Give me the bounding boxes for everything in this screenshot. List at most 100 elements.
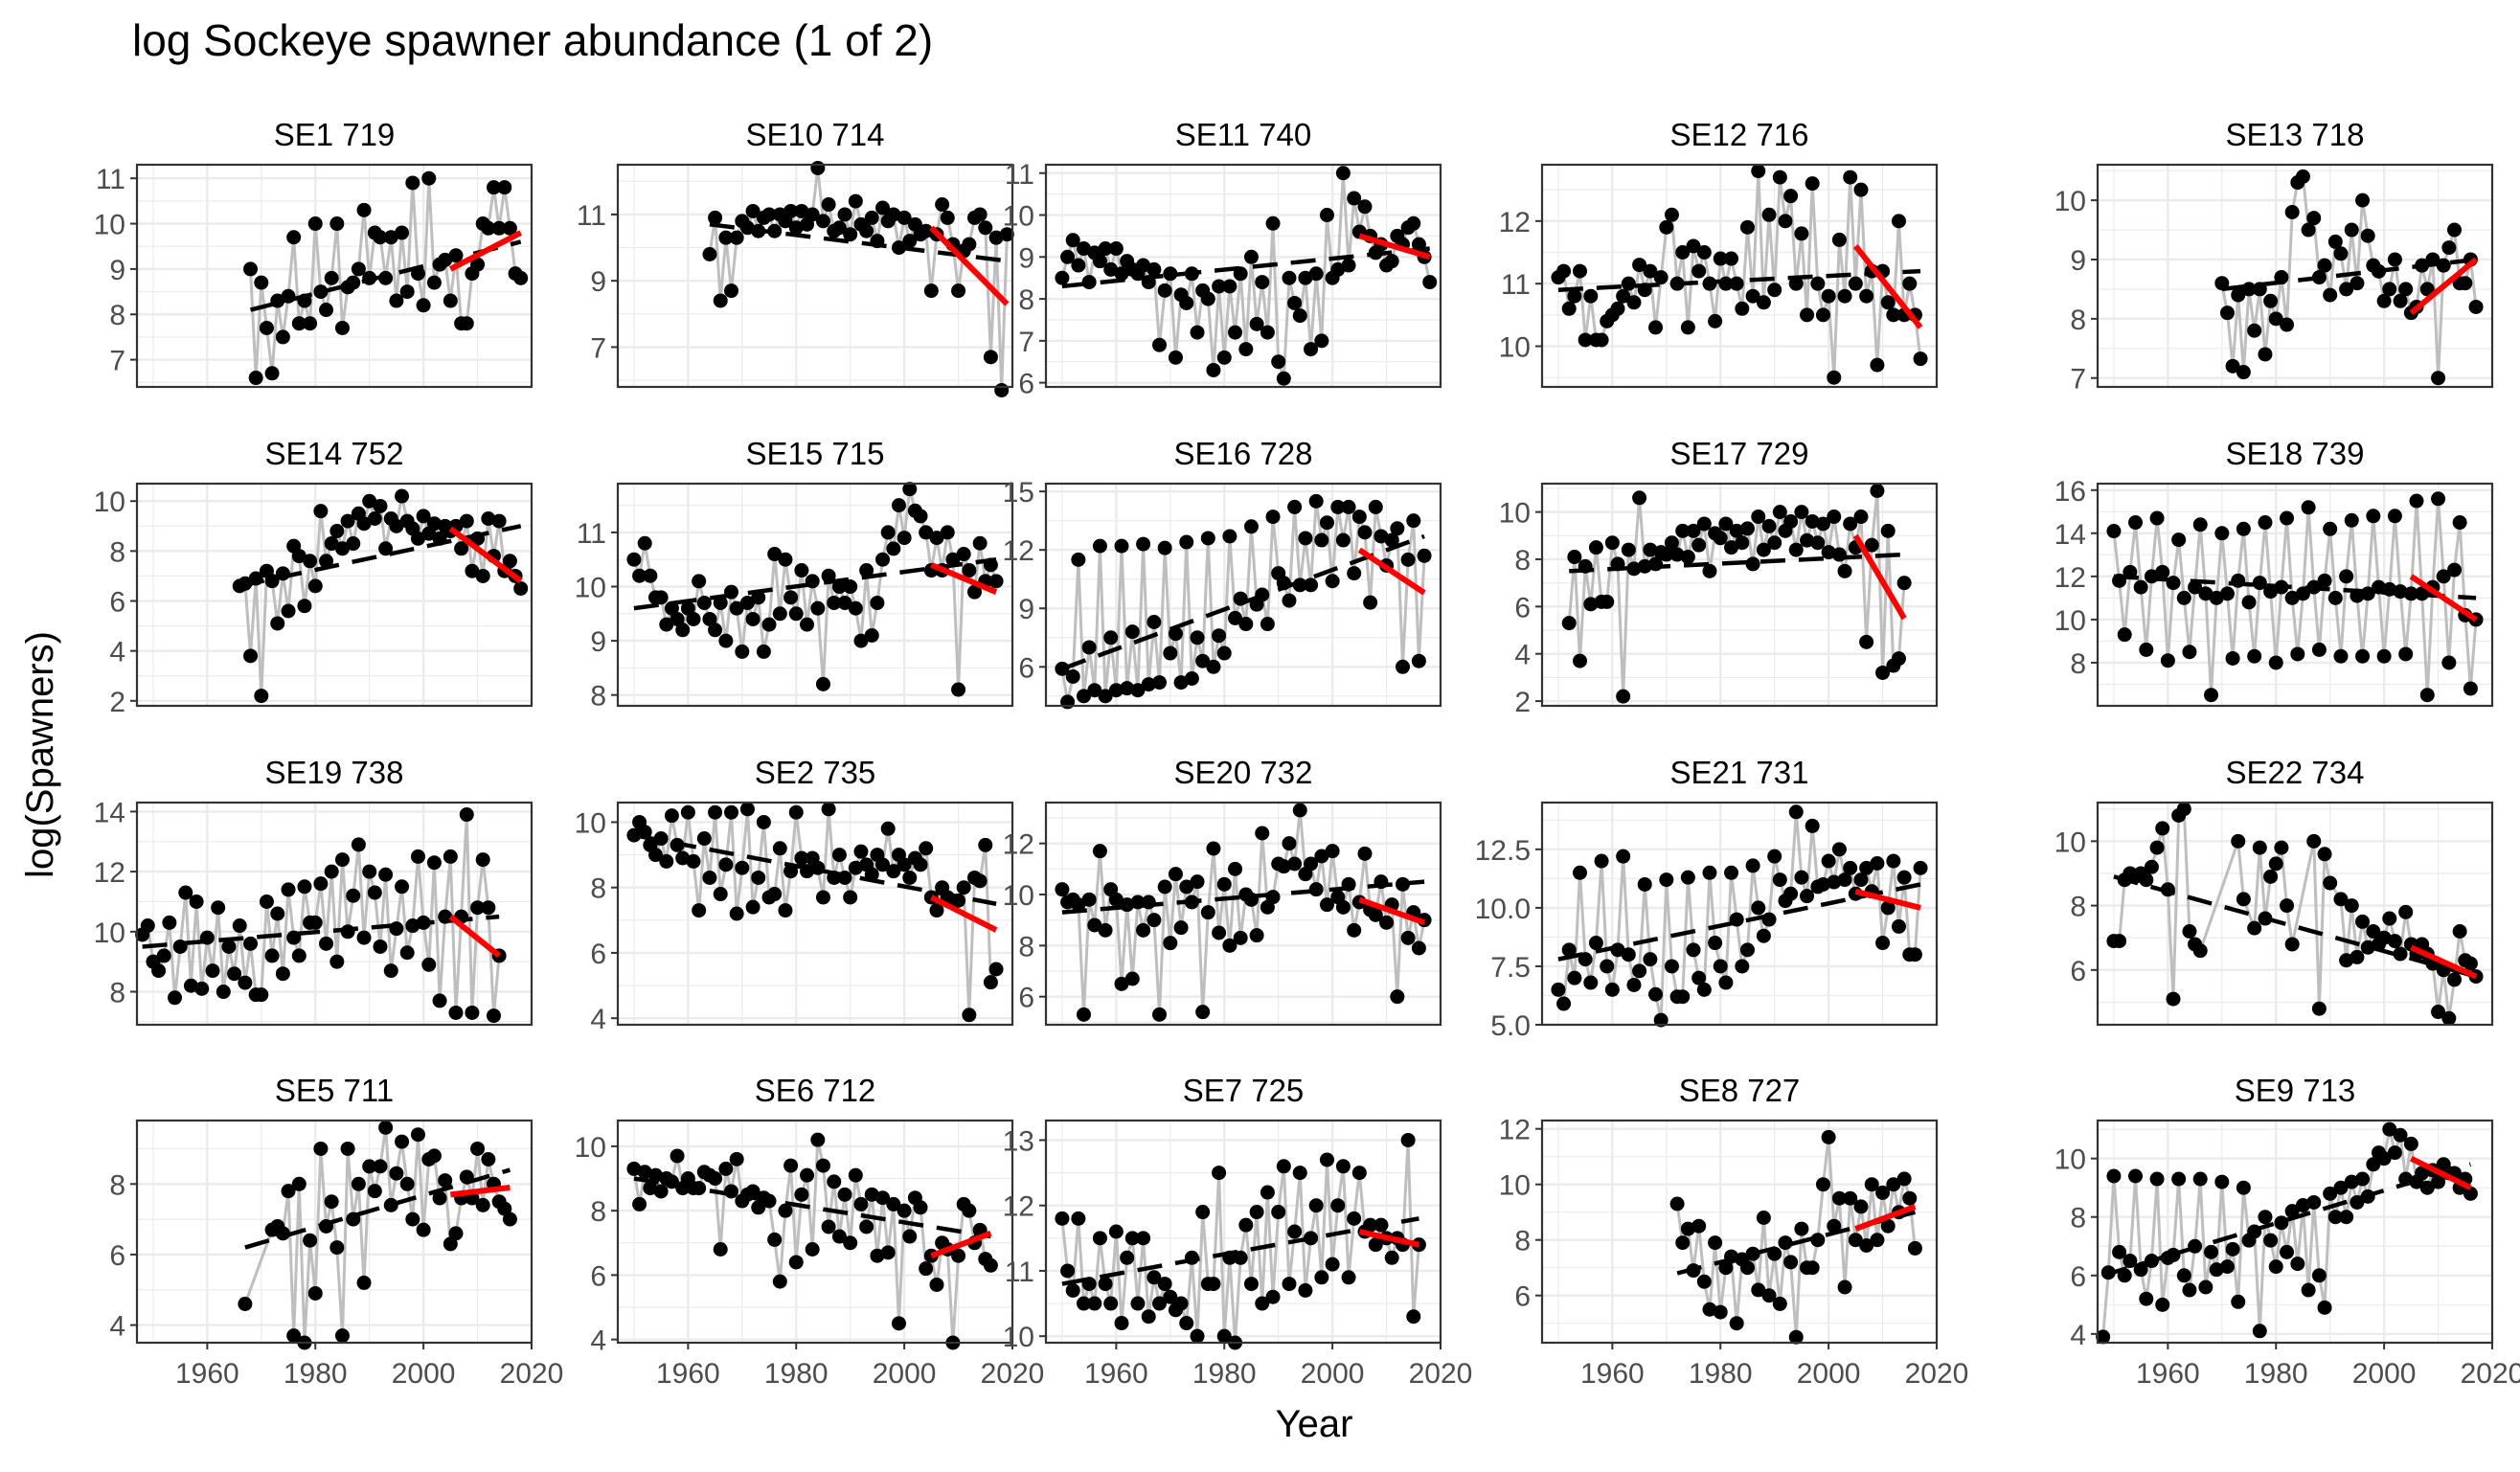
data-point bbox=[2192, 943, 2208, 959]
data-point bbox=[831, 848, 847, 863]
data-point bbox=[481, 510, 496, 526]
data-point bbox=[724, 283, 739, 299]
data-point bbox=[2468, 299, 2484, 314]
data-point bbox=[243, 648, 259, 664]
data-point bbox=[334, 541, 350, 556]
data-point bbox=[399, 1176, 415, 1191]
data-point bbox=[1669, 1196, 1685, 1212]
data-point bbox=[729, 906, 744, 921]
data-point bbox=[1561, 301, 1577, 316]
data-point bbox=[756, 814, 771, 829]
facet-panels: SE1 719 7 8 9 10 11 SE10 714 7 9 11 SE11 740 6 7 8 9 10… bbox=[94, 117, 2520, 1390]
facet-panel: SE8 727 6 8 10 12 1960 1980 2000 2020 bbox=[1499, 1073, 1969, 1390]
y-tick-label: 8 bbox=[109, 1169, 125, 1201]
data-point bbox=[2214, 1174, 2230, 1189]
data-point bbox=[1561, 616, 1577, 631]
data-point bbox=[2231, 833, 2246, 849]
data-point bbox=[1815, 307, 1830, 323]
y-tick-label: 10.0 bbox=[1475, 894, 1531, 925]
data-point bbox=[1621, 947, 1636, 962]
data-point bbox=[2241, 595, 2257, 610]
data-point bbox=[475, 852, 490, 868]
data-point bbox=[821, 802, 836, 817]
data-point bbox=[426, 516, 442, 532]
long-term-trend-line bbox=[1061, 533, 1425, 671]
data-point bbox=[1859, 634, 1874, 649]
data-point bbox=[886, 207, 901, 222]
data-point bbox=[1179, 295, 1194, 310]
data-point bbox=[827, 595, 842, 610]
data-point bbox=[281, 603, 296, 619]
data-point bbox=[848, 1167, 863, 1183]
data-point bbox=[2280, 1244, 2295, 1259]
data-point bbox=[307, 216, 323, 232]
data-point bbox=[680, 804, 695, 820]
data-point bbox=[972, 535, 988, 551]
data-point bbox=[739, 595, 755, 610]
data-point bbox=[1680, 1221, 1695, 1236]
data-point bbox=[724, 804, 739, 820]
facet-panel: SE11 740 6 7 8 9 10 11 bbox=[1003, 117, 1442, 400]
data-point bbox=[2333, 892, 2349, 907]
data-point bbox=[475, 568, 490, 583]
data-point bbox=[373, 230, 388, 245]
data-point bbox=[1200, 291, 1215, 306]
data-point bbox=[2398, 282, 2414, 297]
long-term-trend-line bbox=[1569, 552, 1905, 574]
data-point bbox=[383, 963, 398, 979]
data-point bbox=[438, 1173, 453, 1189]
data-point bbox=[897, 1203, 912, 1218]
data-point bbox=[227, 966, 242, 982]
data-point bbox=[399, 284, 415, 300]
x-tick-label: 1960 bbox=[1580, 1358, 1645, 1390]
data-point bbox=[1098, 241, 1113, 257]
data-point bbox=[2225, 358, 2240, 374]
data-point bbox=[1751, 164, 1766, 179]
data-point bbox=[1891, 651, 1906, 667]
y-tick-label: 9 bbox=[1018, 242, 1034, 274]
recent-trend-line bbox=[1854, 888, 1921, 911]
data-point bbox=[983, 350, 998, 365]
panel-border bbox=[135, 482, 534, 708]
data-point bbox=[2393, 1127, 2408, 1143]
data-point bbox=[1417, 548, 1432, 563]
data-point bbox=[1913, 860, 1928, 875]
data-point bbox=[1108, 892, 1124, 907]
data-point bbox=[2225, 1241, 2240, 1257]
data-point bbox=[653, 590, 669, 605]
recent-trend-line bbox=[929, 225, 1010, 306]
data-point bbox=[2339, 282, 2354, 297]
data-point bbox=[2198, 1280, 2214, 1295]
data-point bbox=[837, 595, 852, 610]
figure-title: log Sockeye spawner abundance (1 of 2) bbox=[132, 15, 933, 65]
data-point bbox=[1891, 214, 1906, 229]
data-point bbox=[972, 873, 988, 889]
data-point bbox=[2192, 517, 2208, 532]
data-point bbox=[929, 903, 944, 918]
data-point bbox=[778, 552, 793, 567]
data-point bbox=[2323, 521, 2338, 536]
long-term-trend-line bbox=[142, 914, 500, 949]
data-point bbox=[648, 1167, 664, 1183]
data-point bbox=[1810, 276, 1826, 291]
data-point bbox=[2366, 509, 2381, 524]
y-tick-label: 10 bbox=[2055, 186, 2086, 217]
data-point bbox=[2139, 872, 2154, 888]
data-point bbox=[362, 1159, 377, 1174]
data-point bbox=[2209, 1262, 2224, 1278]
data-point bbox=[962, 1008, 977, 1023]
data-point bbox=[1141, 1309, 1156, 1325]
data-point bbox=[1761, 1288, 1777, 1303]
data-point bbox=[416, 298, 431, 313]
recent-trend-line bbox=[930, 562, 998, 595]
data-point bbox=[831, 1229, 847, 1244]
data-point bbox=[1675, 989, 1691, 1005]
facet-panel: SE1 719 7 8 9 10 11 bbox=[94, 117, 534, 389]
data-point bbox=[1783, 189, 1799, 204]
data-point bbox=[1767, 283, 1782, 298]
y-tick-label: 4 bbox=[1514, 640, 1531, 671]
data-point bbox=[459, 513, 474, 529]
data-point bbox=[1805, 1260, 1820, 1276]
data-point bbox=[270, 906, 285, 921]
